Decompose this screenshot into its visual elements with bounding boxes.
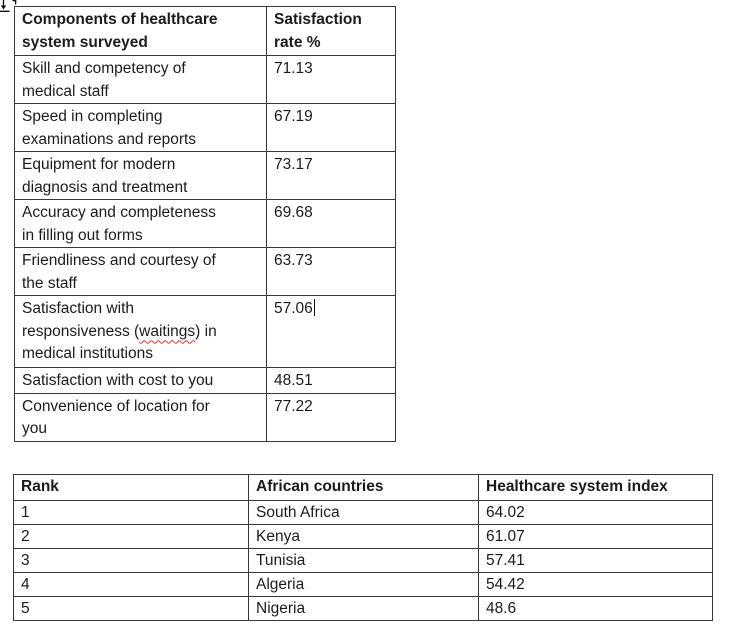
header-index-cell[interactable]: Healthcare system index <box>478 474 713 501</box>
table-row: Equipment for modern diagnosis and treat… <box>14 151 396 200</box>
table-row: Convenience of location for you 77.22 <box>14 392 396 442</box>
index-cell[interactable]: 48.6 <box>478 596 713 621</box>
country-cell[interactable]: South Africa <box>248 500 479 525</box>
rank-cell[interactable]: 1 <box>13 500 249 525</box>
table-row: Speed in completing examinations and rep… <box>14 103 396 152</box>
rate-cell[interactable]: 48.51 <box>266 367 396 394</box>
component-cell[interactable]: Friendliness and courtesy of the staff <box>14 247 267 296</box>
component-cell[interactable]: Satisfaction with cost to you <box>14 367 267 394</box>
component-text: ) in medical institutions <box>22 322 217 363</box>
table-row: Satisfaction with cost to you 48.51 <box>14 367 396 394</box>
table-row: Satisfaction with responsiveness (waitin… <box>14 295 396 368</box>
table-row: Skill and competency of medical staff 71… <box>14 55 396 104</box>
component-cell[interactable]: Speed in completing examinations and rep… <box>14 103 267 152</box>
rank-cell[interactable]: 4 <box>13 572 249 597</box>
table-row: 2 Kenya 61.07 <box>13 524 713 549</box>
misspelled-word: waitings <box>139 322 196 340</box>
component-cell[interactable]: Accuracy and completeness in filling out… <box>14 199 267 248</box>
country-cell[interactable]: Nigeria <box>248 596 479 621</box>
rate-cell[interactable]: 63.73 <box>266 247 396 296</box>
rate-cell[interactable]: 73.17 <box>266 151 396 200</box>
table-row: Friendliness and courtesy of the staff 6… <box>14 247 396 296</box>
satisfaction-table: Components of healthcare system surveyed… <box>14 6 396 442</box>
rate-cell[interactable]: 77.22 <box>266 392 396 442</box>
header-rate-cell[interactable]: Satisfaction rate % <box>266 6 396 56</box>
satisfaction-table-header-row: Components of healthcare system surveyed… <box>14 6 396 56</box>
table-move-handle-glyph <box>0 0 17 13</box>
table-row: 3 Tunisia 57.41 <box>13 548 713 573</box>
country-cell[interactable]: Algeria <box>248 572 479 597</box>
rank-cell[interactable]: 5 <box>13 596 249 621</box>
country-cell[interactable]: Tunisia <box>248 548 479 573</box>
index-cell[interactable]: 57.41 <box>478 548 713 573</box>
table-row: Accuracy and completeness in filling out… <box>14 199 396 248</box>
component-cell[interactable]: Satisfaction with responsiveness (waitin… <box>14 295 267 368</box>
header-country-cell[interactable]: African countries <box>248 474 479 501</box>
ranking-table: Rank African countries Healthcare system… <box>13 474 713 621</box>
rank-cell[interactable]: 3 <box>13 548 249 573</box>
table-move-handle-icon[interactable] <box>0 0 18 13</box>
table-row: 5 Nigeria 48.6 <box>13 596 713 621</box>
component-cell[interactable]: Skill and competency of medical staff <box>14 55 267 104</box>
rate-cell[interactable]: 67.19 <box>266 103 396 152</box>
header-rank-cell[interactable]: Rank <box>13 474 249 501</box>
table-row: 1 South Africa 64.02 <box>13 500 713 525</box>
rate-cell[interactable]: 71.13 <box>266 55 396 104</box>
rank-cell[interactable]: 2 <box>13 524 249 549</box>
component-cell[interactable]: Equipment for modern diagnosis and treat… <box>14 151 267 200</box>
component-cell[interactable]: Convenience of location for you <box>14 392 267 442</box>
component-text: Satisfaction with responsiveness ( <box>22 300 140 340</box>
index-cell[interactable]: 54.42 <box>478 572 713 597</box>
header-components-cell[interactable]: Components of healthcare system surveyed <box>14 6 267 56</box>
rate-text: 57.06 <box>274 300 313 317</box>
text-caret <box>313 299 316 316</box>
rate-cell[interactable]: 57.06 <box>266 295 396 368</box>
table-row: 4 Algeria 54.42 <box>13 572 713 597</box>
ranking-table-header-row: Rank African countries Healthcare system… <box>13 474 713 501</box>
index-cell[interactable]: 61.07 <box>478 524 713 549</box>
country-cell[interactable]: Kenya <box>248 524 479 549</box>
rate-cell[interactable]: 69.68 <box>266 199 396 248</box>
index-cell[interactable]: 64.02 <box>478 500 713 525</box>
